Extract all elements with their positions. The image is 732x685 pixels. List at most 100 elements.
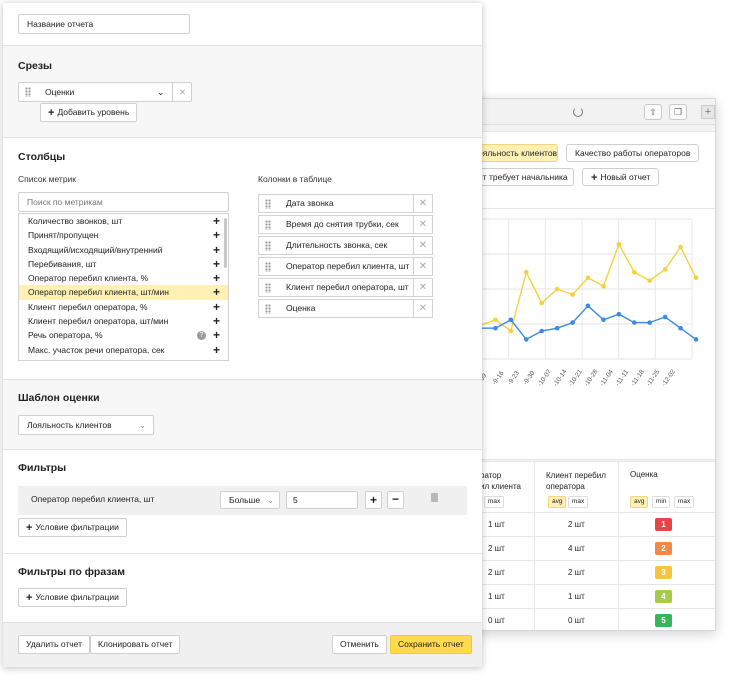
close-icon[interactable]: ✕ — [172, 83, 192, 101]
close-icon[interactable]: ✕ — [413, 300, 432, 317]
plus-icon[interactable]: + — [212, 328, 220, 343]
chip-avg[interactable]: avg — [630, 496, 649, 508]
metric-item[interactable]: Принят/пропущен + — [19, 228, 228, 242]
drag-handle-icon[interactable] — [265, 304, 271, 314]
plus-icon[interactable]: + — [212, 214, 220, 228]
plus-icon: + — [591, 172, 598, 184]
plus-icon[interactable]: + — [212, 299, 220, 314]
help-icon[interactable]: ? — [197, 331, 206, 341]
increment-button[interactable]: + — [365, 491, 382, 509]
template-select-value: Лояльность клиентов — [27, 420, 112, 430]
metric-item[interactable]: Клиент перебил оператора, шт/мин + — [19, 314, 228, 328]
table-column-item[interactable]: Время до снятия трубки, сек ✕ — [258, 215, 433, 234]
add-level-button[interactable]: + Добавить уровень — [40, 103, 138, 122]
add-filter-button[interactable]: + Условие фильтрации — [18, 518, 127, 537]
drag-handle-icon[interactable] — [265, 283, 271, 293]
close-icon[interactable]: ✕ — [413, 216, 432, 233]
plus-icon[interactable]: + — [212, 271, 220, 286]
chip-max[interactable]: max — [674, 496, 695, 508]
plus-icon[interactable]: + — [212, 256, 220, 271]
metric-item[interactable]: Клиент перебил оператора, % + — [19, 300, 228, 314]
table-column-item[interactable]: Дата звонка ✕ — [258, 194, 433, 213]
close-icon[interactable]: ✕ — [413, 258, 432, 275]
data-point — [539, 328, 545, 334]
tab-manager[interactable]: нт требует начальника — [470, 168, 574, 186]
metrics-scrollbar[interactable] — [224, 218, 227, 268]
data-point — [616, 311, 622, 317]
data-point — [493, 325, 498, 331]
metric-item[interactable]: Перебивания, шт + — [19, 257, 228, 271]
metric-item[interactable]: Входящий/исходящий/внутренний + — [19, 243, 228, 257]
metrics-list[interactable]: Количество звонков, шт + Принят/пропущен + В… — [18, 213, 229, 361]
drag-handle-icon[interactable] — [265, 262, 271, 272]
slice-select[interactable]: Оценки ⌄ ✕ — [18, 82, 192, 102]
metric-item[interactable]: Количество звонков, шт + — [19, 214, 228, 228]
close-icon[interactable]: ✕ — [413, 237, 432, 254]
metric-item-label: Оператор перебил клиента, шт/мин — [28, 287, 170, 298]
drag-handle-icon[interactable] — [265, 241, 271, 251]
new-tab-icon[interactable]: + — [701, 105, 715, 119]
metric-item[interactable]: Оператор перебил клиента, шт/мин + — [19, 285, 228, 300]
metric-item[interactable]: Макс. участок речи оператора, сек + — [19, 343, 228, 357]
plus-icon[interactable]: + — [212, 285, 220, 300]
table-column-item[interactable]: Оператор перебил клиента, шт ✕ — [258, 257, 433, 276]
trash-icon[interactable] — [431, 493, 438, 502]
table-columns-label: Колонки в таблице — [258, 174, 332, 184]
data-point — [631, 269, 637, 275]
chip-min[interactable]: min — [652, 496, 671, 508]
table-column-item[interactable]: Длительность звонка, сек ✕ — [258, 236, 433, 255]
table-row: 2 шт 2 шт 3 — [470, 560, 715, 584]
save-report-button[interactable]: Сохранить отчет — [390, 635, 472, 654]
plus-icon[interactable]: + — [212, 228, 220, 243]
data-point — [539, 300, 545, 306]
template-select[interactable]: Лояльность клиентов ⌄ — [18, 415, 154, 435]
tab-new-report[interactable]: + Новый отчет — [582, 168, 660, 186]
cancel-button[interactable]: Отменить — [332, 635, 387, 654]
data-point — [662, 314, 668, 320]
chip-max[interactable]: max — [568, 496, 589, 508]
x-tick-label: -12-02 — [661, 368, 678, 388]
data-point — [570, 320, 575, 325]
plus-icon[interactable]: + — [212, 242, 220, 257]
filter-value-input[interactable]: 5 — [286, 491, 358, 509]
report-name-input[interactable]: Название отчета — [18, 14, 190, 34]
metrics-search-input[interactable] — [18, 192, 229, 212]
metric-item-label: Макс. участок речи оператора, сек — [28, 344, 165, 355]
cell-op: 1 шт — [488, 592, 505, 601]
x-tick-label: -10-28 — [583, 368, 600, 388]
filter-operator-select[interactable]: Больше ⌄ — [220, 491, 280, 509]
plus-icon[interactable]: + — [212, 342, 220, 357]
close-icon[interactable]: ✕ — [413, 279, 432, 296]
plus-icon[interactable]: + — [212, 314, 220, 329]
chevron-down-icon: ⌄ — [266, 495, 274, 505]
data-point — [601, 283, 606, 289]
table-column-item[interactable]: Клиент перебил оператора, шт ✕ — [258, 278, 433, 297]
table-column-label: Длительность звонка, сек — [286, 240, 388, 250]
col-header-op: ратор ил клиента — [480, 471, 521, 491]
data-point — [647, 278, 653, 283]
data-point — [693, 275, 699, 281]
metric-item[interactable]: Речь оператора, %? + — [19, 328, 228, 342]
add-phrase-filter-button[interactable]: + Условие фильтрации — [18, 588, 127, 607]
data-point — [662, 267, 668, 272]
template-title: Шаблон оценки — [18, 392, 100, 404]
tab-loyalty[interactable]: ояльность клиентов — [470, 144, 558, 162]
data-point — [508, 317, 514, 323]
drag-handle-icon[interactable] — [265, 220, 271, 230]
drag-handle-icon[interactable] — [265, 199, 271, 209]
drag-handle-icon[interactable] — [25, 87, 31, 97]
close-icon[interactable]: ✕ — [413, 195, 432, 212]
clone-report-button[interactable]: Клонировать отчет — [90, 635, 181, 654]
chip-max[interactable]: max — [484, 496, 505, 508]
decrement-button[interactable]: − — [387, 491, 404, 509]
x-tick-label: -9-23 — [507, 370, 522, 387]
table-column-item[interactable]: Оценка ✕ — [258, 299, 433, 318]
tabs-icon[interactable]: ❐ — [669, 104, 687, 120]
x-tick-label: -11-11 — [614, 369, 630, 388]
delete-report-button[interactable]: Удалить отчет — [18, 635, 91, 654]
chip-avg[interactable]: avg — [548, 496, 567, 508]
reload-icon[interactable] — [573, 107, 583, 117]
tab-operator-quality[interactable]: Качество работы операторов — [566, 144, 700, 162]
share-icon[interactable]: ⇧ — [644, 104, 662, 120]
metric-item[interactable]: Оператор перебил клиента, % + — [19, 271, 228, 285]
